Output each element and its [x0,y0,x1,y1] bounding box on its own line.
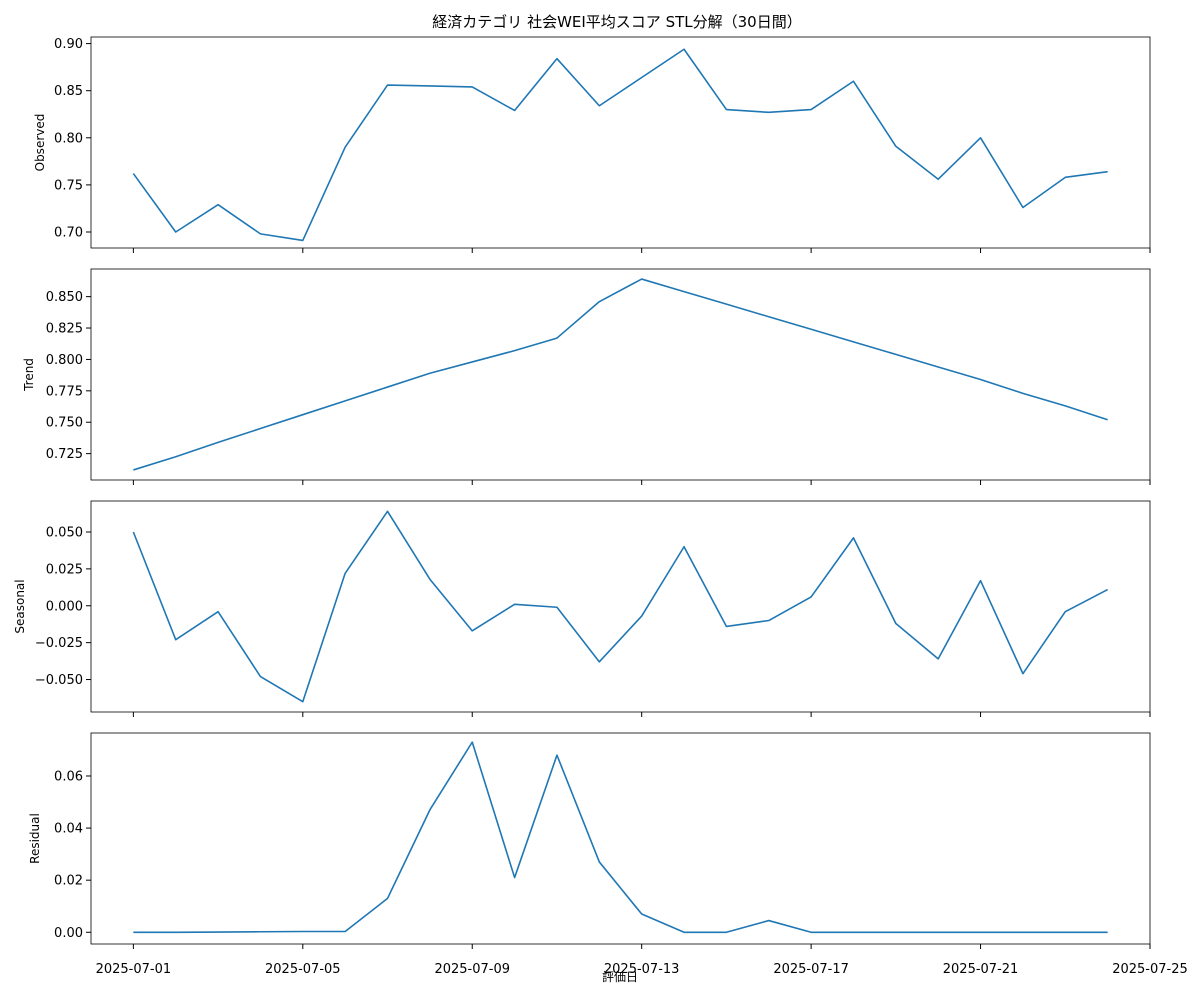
seasonal-y-axis-label: Seasonal [13,579,27,633]
residual-axes-frame [90,732,1151,945]
x-tick-label: 2025-07-25 [1112,962,1188,977]
x-axis-label: 評価日 [602,969,638,984]
seasonal-y-tick-label: 0.050 [46,525,83,540]
observed-y-axis-label: Observed [33,114,47,172]
observed-y-tick-label: 0.80 [54,131,83,146]
seasonal-series-line [132,510,1109,703]
x-tick-label: 2025-07-13 [604,962,680,977]
seasonal-y-tick-label: −0.050 [35,673,83,688]
trend-y-tick-label: 0.825 [46,322,83,337]
seasonal-y-tick-label: 0.025 [46,562,83,577]
x-tick-label: 2025-07-01 [96,962,172,977]
trend-y-axis-label: Trend [22,358,36,392]
observed-y-tick-label: 0.85 [54,84,83,99]
x-tick-label: 2025-07-09 [434,962,510,977]
trend-y-tick-label: 0.850 [46,290,83,305]
residual-y-tick-label: 0.02 [54,874,83,889]
x-tick-label: 2025-07-17 [773,962,849,977]
residual-series-line [133,741,1108,934]
residual-y-tick-label: 0.00 [54,926,83,941]
trend-y-tick-label: 0.750 [46,416,83,431]
trend-y-tick-label: 0.725 [46,447,83,462]
x-tick-label: 2025-07-21 [943,962,1019,977]
chart-title: 経済カテゴリ 社会WEI平均スコア STL分解（30日間） [432,13,801,31]
seasonal-axes-frame [90,500,1151,713]
observed-y-tick-label: 0.90 [54,37,83,52]
trend-y-tick-label: 0.800 [46,353,83,368]
observed-y-tick-label: 0.70 [54,225,83,240]
observed-axes-frame [90,36,1151,249]
residual-y-tick-label: 0.04 [54,822,83,837]
panels-group: 0.700.750.800.850.90Observed0.7250.7500.… [13,36,1188,977]
x-tick-label: 2025-07-05 [265,962,341,977]
trend-series-line [133,278,1108,471]
trend-panel: 0.725 0.750 0.775 0.800 0.825 0.850 Trend [22,268,1151,485]
residual-y-tick-label: 0.06 [54,769,83,784]
residual-y-axis-label: Residual [28,813,42,864]
seasonal-y-tick-label: −0.025 [35,636,83,651]
seasonal-y-tick-label: 0.000 [46,599,83,614]
seasonal-panel: −0.050 −0.025 0.000 0.025 0.050 Seasonal [13,500,1151,717]
trend-axes-frame [90,268,1151,481]
trend-y-tick-label: 0.775 [46,384,83,399]
observed-series-line [132,48,1108,242]
residual-panel: 0.00 0.02 0.04 0.06 2025-07-01 2025-07-05 2025… [28,732,1188,977]
observed-panel: 0.70 0.75 0.80 0.85 0.90 Observed [33,36,1151,253]
observed-y-tick-label: 0.75 [54,178,83,193]
